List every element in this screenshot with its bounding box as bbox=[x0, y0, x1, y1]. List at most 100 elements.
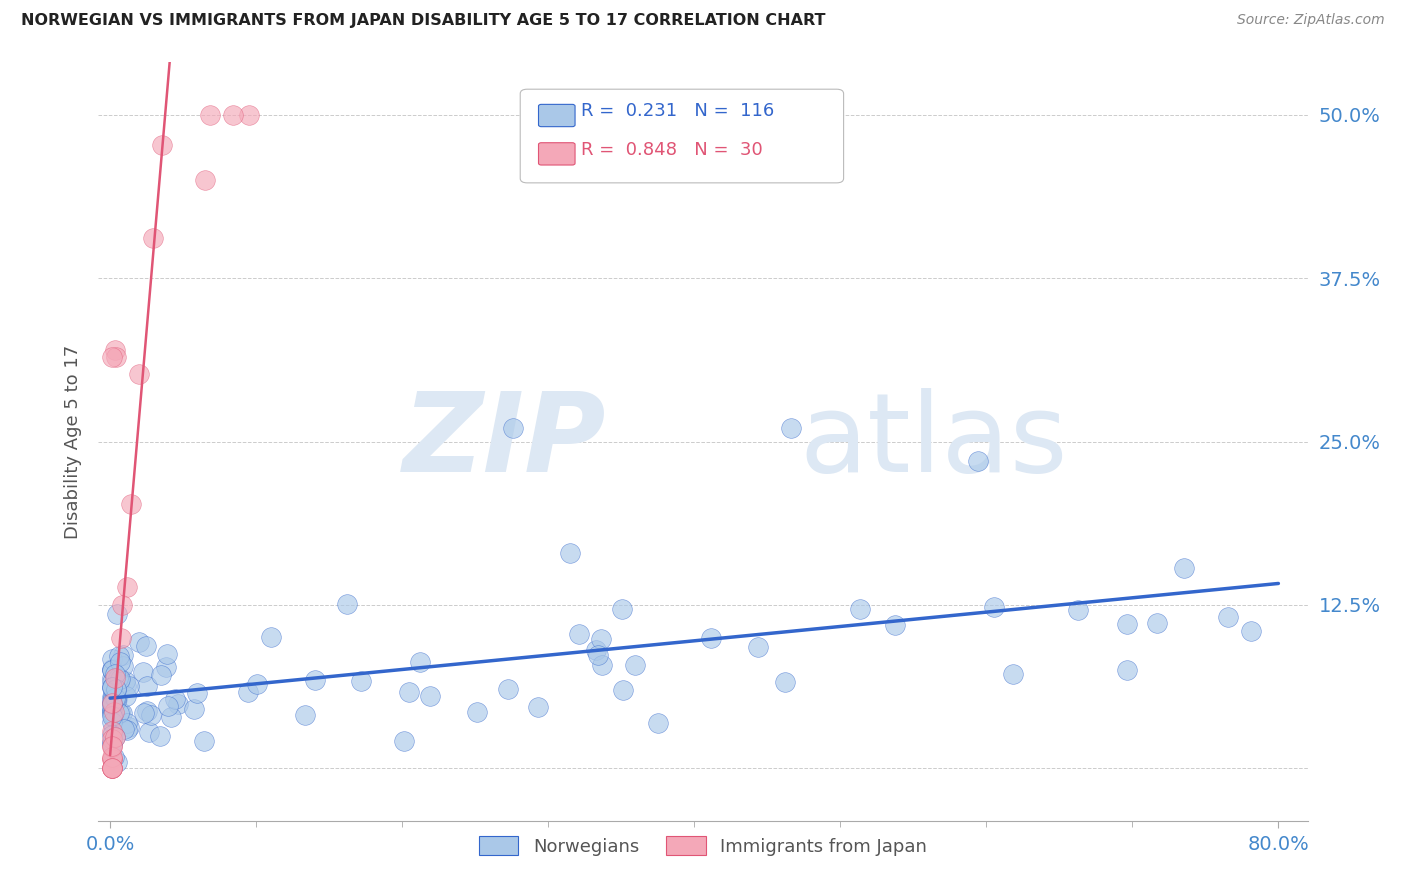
Point bbox=[118, 679, 141, 693]
Text: R =  0.848   N =  30: R = 0.848 N = 30 bbox=[581, 141, 762, 159]
Point bbox=[1116, 663, 1139, 677]
Point bbox=[101, 680, 124, 694]
Point bbox=[526, 699, 548, 714]
Y-axis label: Disability Age 5 to 17: Disability Age 5 to 17 bbox=[65, 344, 83, 539]
Point bbox=[238, 108, 260, 122]
Point bbox=[1002, 666, 1025, 681]
Point bbox=[138, 725, 160, 739]
Point bbox=[114, 674, 136, 689]
Point bbox=[419, 689, 441, 703]
Point bbox=[104, 730, 127, 744]
Point bbox=[101, 761, 124, 775]
Point bbox=[294, 707, 316, 722]
Point bbox=[193, 733, 215, 747]
Point bbox=[107, 671, 129, 685]
Point bbox=[142, 231, 165, 245]
Point bbox=[496, 682, 519, 697]
Point bbox=[100, 696, 122, 710]
Point bbox=[101, 704, 124, 718]
Text: R =  0.231   N =  116: R = 0.231 N = 116 bbox=[581, 103, 773, 120]
Point bbox=[139, 708, 162, 723]
Point bbox=[1216, 610, 1239, 624]
Point bbox=[134, 706, 156, 720]
Point bbox=[105, 756, 128, 770]
Point bbox=[105, 607, 128, 621]
Point bbox=[108, 648, 131, 663]
Point bbox=[100, 724, 122, 739]
Point bbox=[100, 731, 122, 746]
Point bbox=[136, 705, 159, 719]
Point bbox=[104, 343, 127, 357]
Point bbox=[983, 599, 1005, 614]
Point bbox=[591, 658, 613, 673]
Point bbox=[108, 706, 131, 721]
Point bbox=[349, 674, 371, 689]
Point bbox=[104, 710, 127, 724]
Point bbox=[100, 664, 122, 678]
Point bbox=[100, 652, 122, 666]
Point bbox=[336, 597, 359, 611]
Point bbox=[111, 599, 134, 613]
Point bbox=[165, 691, 187, 706]
Point bbox=[136, 679, 159, 693]
Point bbox=[112, 722, 135, 736]
Point bbox=[103, 689, 125, 703]
Point bbox=[110, 631, 132, 645]
Point bbox=[747, 640, 769, 654]
Point bbox=[624, 657, 647, 672]
Point bbox=[304, 673, 326, 687]
Point bbox=[128, 634, 150, 648]
Point bbox=[586, 648, 609, 662]
Point bbox=[100, 690, 122, 704]
Point bbox=[100, 750, 122, 764]
Point bbox=[104, 690, 127, 705]
Point bbox=[150, 137, 173, 152]
Point bbox=[100, 735, 122, 749]
Point bbox=[103, 725, 125, 739]
Point bbox=[100, 680, 122, 694]
Point bbox=[160, 710, 183, 724]
Point bbox=[101, 662, 124, 676]
Point bbox=[132, 665, 155, 680]
Point bbox=[107, 672, 129, 686]
Point bbox=[104, 731, 127, 745]
Point bbox=[100, 751, 122, 765]
Legend: Norwegians, Immigrants from Japan: Norwegians, Immigrants from Japan bbox=[470, 827, 936, 864]
Point bbox=[115, 689, 138, 703]
Point bbox=[100, 752, 122, 766]
Point bbox=[100, 715, 122, 730]
Point bbox=[585, 643, 607, 657]
Point bbox=[849, 602, 872, 616]
Point bbox=[967, 454, 990, 468]
Point bbox=[100, 350, 122, 364]
Point bbox=[558, 546, 581, 560]
Point bbox=[107, 675, 129, 690]
Point bbox=[568, 627, 591, 641]
Point bbox=[100, 675, 122, 690]
Point bbox=[157, 699, 180, 714]
Point bbox=[100, 681, 122, 695]
Point bbox=[194, 173, 217, 187]
Point bbox=[115, 723, 138, 737]
Point bbox=[1173, 561, 1195, 575]
Point bbox=[100, 701, 122, 715]
Point bbox=[222, 108, 245, 122]
Point bbox=[1146, 615, 1168, 630]
Point bbox=[108, 672, 131, 686]
Point bbox=[118, 720, 141, 734]
Point bbox=[105, 350, 128, 364]
Point bbox=[110, 705, 132, 719]
Point bbox=[115, 680, 138, 694]
Point bbox=[200, 108, 222, 122]
Point bbox=[1067, 603, 1090, 617]
Point bbox=[103, 750, 125, 764]
Point bbox=[104, 691, 127, 706]
Point bbox=[100, 739, 122, 753]
Point bbox=[100, 761, 122, 775]
Point bbox=[398, 685, 420, 699]
Text: NORWEGIAN VS IMMIGRANTS FROM JAPAN DISABILITY AGE 5 TO 17 CORRELATION CHART: NORWEGIAN VS IMMIGRANTS FROM JAPAN DISAB… bbox=[21, 13, 825, 29]
Point bbox=[186, 685, 208, 699]
Point bbox=[105, 694, 128, 708]
Point bbox=[1115, 617, 1137, 632]
Point bbox=[610, 601, 633, 615]
